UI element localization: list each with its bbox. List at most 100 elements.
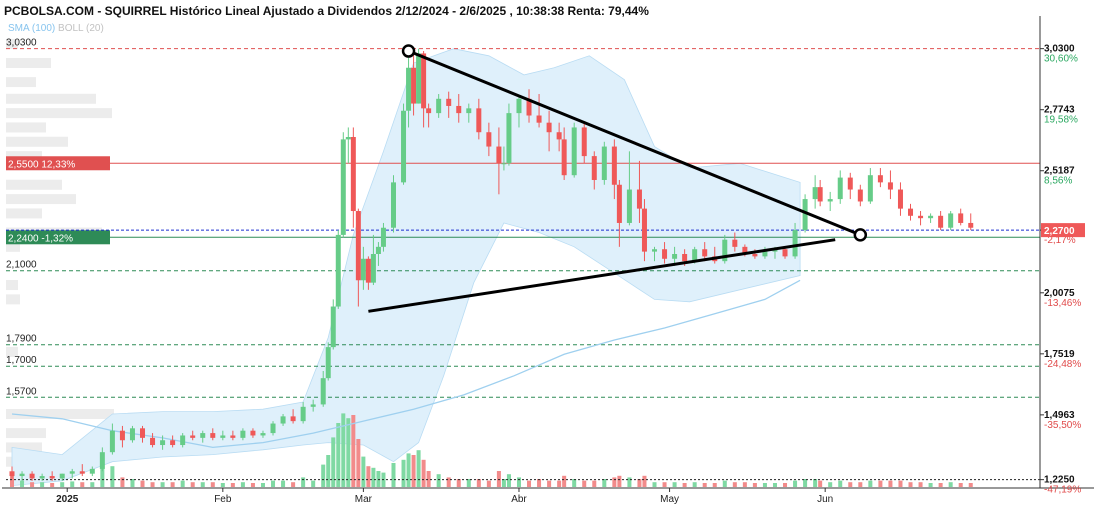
candle-body-23	[240, 430, 246, 438]
volume-profile-bar-8	[6, 179, 62, 190]
candle-body-33	[330, 306, 336, 348]
level-label-0: 3,0300	[6, 38, 37, 49]
volume-bar-54	[466, 479, 471, 487]
triangle-trendlines	[368, 44, 868, 313]
volume-profile-bar-7	[6, 151, 42, 162]
volume-bar-57	[496, 471, 501, 487]
volume-bar-27	[281, 480, 286, 487]
volume-bar-67	[582, 480, 587, 487]
candle-body-44	[390, 182, 396, 228]
volume-bar-6	[70, 481, 75, 487]
candle-body-61	[526, 98, 532, 116]
right-axis-pct-4: -13,46%	[1044, 298, 1081, 309]
x-axis-label-2: Mar	[355, 494, 373, 505]
trendline-anchor-end	[853, 228, 868, 242]
volume-bar-32	[326, 455, 331, 487]
volume-bar-100	[898, 480, 903, 487]
level-tag-1	[6, 156, 110, 171]
volume-bar-36	[346, 418, 351, 487]
candle-body-9	[99, 452, 105, 469]
volume-profile-bar-15	[6, 346, 18, 357]
candle-body-63	[546, 122, 552, 133]
right-axis-pct-3: -2,17%	[1044, 235, 1076, 246]
chart-title: PCBOLSA.COM - SQUIRREL Histórico Lineal …	[4, 4, 649, 18]
candle-body-34	[335, 234, 341, 307]
volume-bar-25	[260, 483, 265, 487]
volume-bar-79	[692, 482, 697, 487]
candle-body-59	[506, 113, 512, 164]
candle-body-14	[150, 437, 156, 446]
candle-body-74	[641, 208, 647, 252]
volume-bar-39	[361, 456, 366, 487]
candle-body-39	[360, 258, 366, 281]
volume-profile-bar-1	[6, 57, 51, 68]
x-axis-label-4: May	[660, 494, 679, 505]
volume-profile-bar-12	[6, 241, 20, 252]
volume-bar-80	[702, 483, 707, 487]
candle-body-46	[406, 67, 412, 111]
volume-profile-bar-9	[6, 194, 76, 205]
x-axis-label-0: 2025	[56, 494, 79, 505]
volume-bar-4	[50, 483, 55, 487]
volume-profile-bar-6	[6, 136, 68, 147]
x-axis-label-3: Abr	[511, 494, 527, 505]
volume-bar-92	[818, 480, 823, 487]
candle-body-21	[220, 435, 226, 438]
candle-body-11	[119, 430, 125, 441]
candle-body-55	[476, 108, 482, 133]
level-tag-text-2: 2,2400 -1,32%	[8, 233, 73, 244]
right-axis-price-0: 3,0300	[1044, 44, 1075, 55]
candle-body-107	[968, 222, 974, 228]
volume-profile-bar-17	[6, 428, 46, 439]
candle-body-35	[340, 139, 346, 235]
volume-bar-96	[858, 482, 863, 487]
candle-body-7	[79, 471, 85, 474]
candle-body-72	[626, 189, 632, 223]
volume-bar-89	[793, 480, 798, 487]
candle-body-24	[250, 430, 256, 436]
volume-bar-83	[732, 482, 737, 487]
right-axis-pct-0: 30,60%	[1044, 54, 1078, 65]
candle-body-69	[601, 146, 607, 180]
volume-bar-45	[401, 459, 406, 487]
candle-body-93	[827, 199, 833, 202]
candle-body-105	[948, 213, 954, 228]
volume-bar-76	[662, 482, 667, 487]
candle-body-48	[416, 53, 422, 104]
volume-bar-1	[20, 480, 25, 487]
volume-bar-72	[627, 477, 632, 487]
candle-body-41	[370, 254, 376, 283]
candle-body-102	[918, 215, 924, 219]
trendline-anchor-start	[401, 44, 416, 58]
volume-bar-22	[230, 483, 235, 487]
candle-body-99	[887, 182, 893, 190]
candle-body-17	[180, 435, 186, 446]
candle-body-27	[280, 416, 286, 424]
right-axis-price-7: 1,2250	[1044, 475, 1075, 486]
right-axis-price-6: 1,4963	[1044, 410, 1075, 421]
volume-bar-42	[376, 471, 381, 487]
volume-bar-94	[838, 480, 843, 487]
candle-body-53	[456, 105, 462, 114]
volume-bar-28	[291, 482, 296, 487]
level-tag-2	[6, 230, 110, 245]
volume-bar-86	[762, 483, 767, 487]
volume-bar-95	[848, 482, 853, 487]
candle-body-98	[877, 175, 883, 183]
candle-body-85	[752, 254, 758, 257]
candle-body-38	[355, 211, 361, 281]
volume-bar-19	[200, 482, 205, 487]
volume-bar-91	[813, 479, 818, 487]
candle-body-64	[556, 132, 562, 140]
volume-bar-23	[240, 482, 245, 487]
level-label-6: 1,5700	[6, 386, 37, 397]
candle-body-88	[782, 249, 788, 257]
volume-bar-69	[602, 479, 607, 487]
level-tag-text-1: 2,5500 12,33%	[8, 159, 75, 170]
volume-profile-bar-10	[6, 208, 42, 219]
volume-bar-68	[592, 480, 597, 487]
candle-body-77	[672, 254, 678, 259]
volume-bar-26	[271, 480, 276, 487]
candle-body-84	[742, 246, 748, 254]
volume-bar-21	[220, 483, 225, 487]
